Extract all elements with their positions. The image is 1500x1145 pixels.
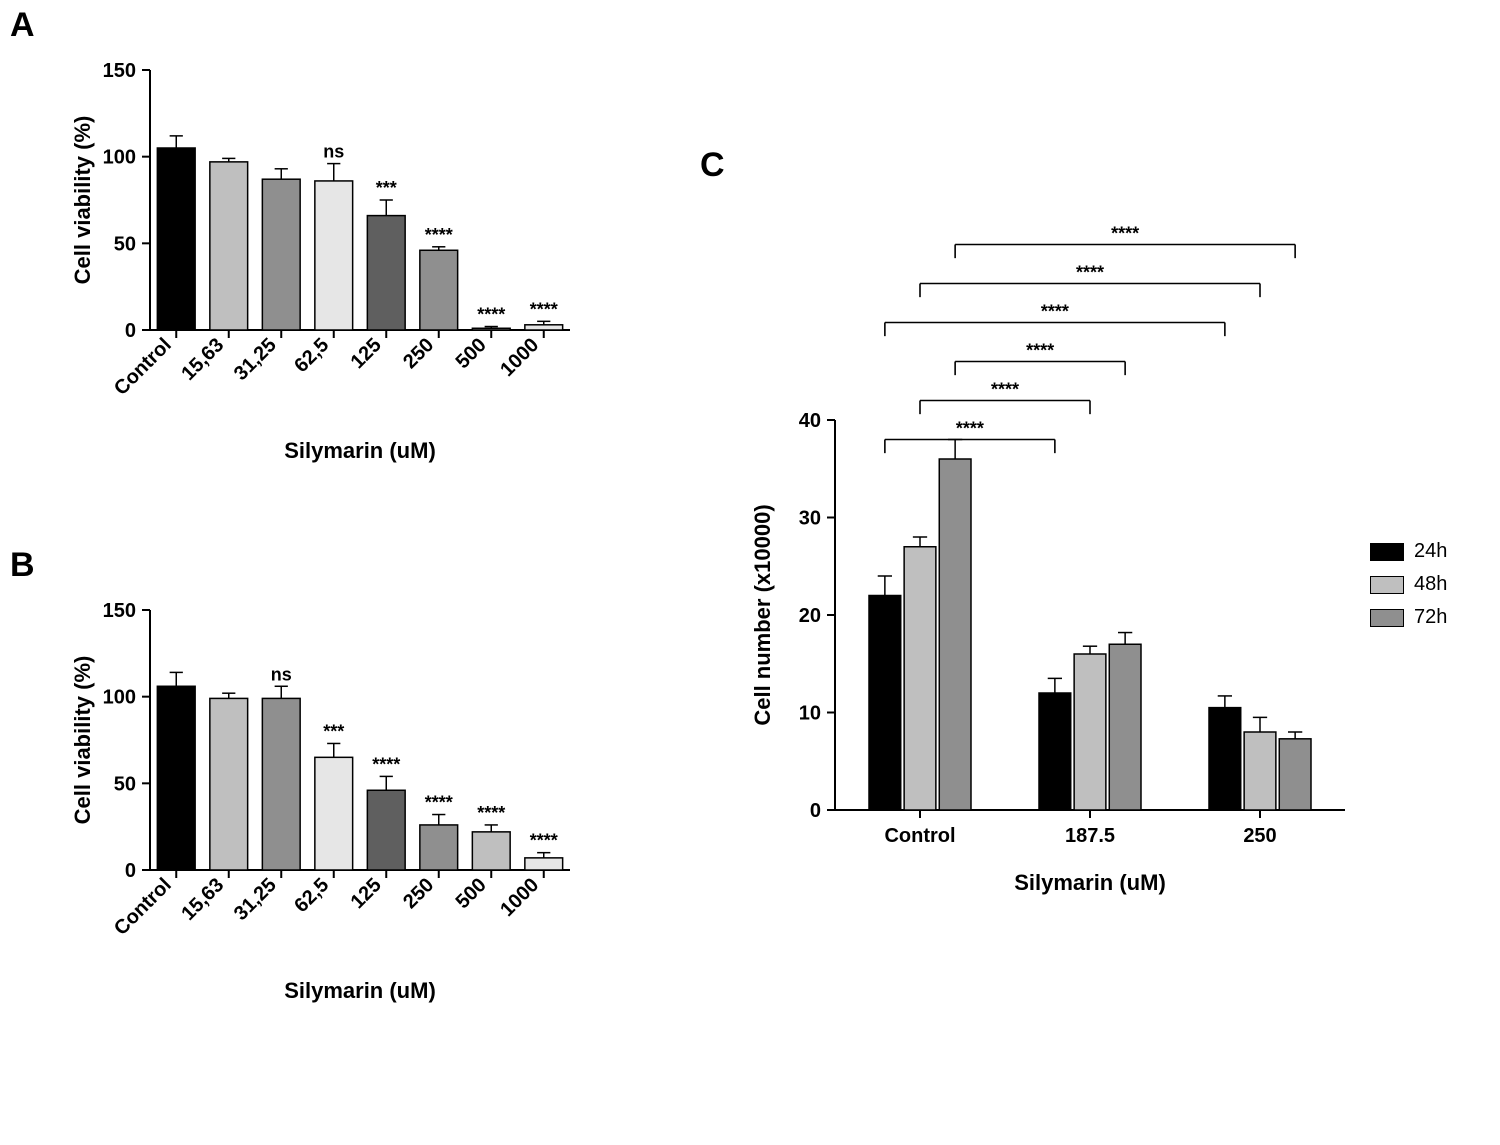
svg-text:20: 20: [799, 605, 821, 627]
svg-text:0: 0: [125, 320, 136, 342]
svg-text:40: 40: [799, 410, 821, 432]
bar: [869, 596, 901, 811]
legend-item: 72h: [1370, 606, 1447, 629]
svg-text:0: 0: [810, 800, 821, 822]
bar: [210, 698, 248, 870]
svg-text:15,63: 15,63: [177, 334, 228, 385]
svg-text:****: ****: [477, 803, 505, 823]
svg-text:0: 0: [125, 860, 136, 882]
svg-text:50: 50: [114, 233, 136, 255]
legend: 24h 48h 72h: [1370, 540, 1447, 639]
bar: [157, 686, 195, 870]
bar: [262, 179, 300, 330]
legend-item: 24h: [1370, 540, 1447, 563]
svg-text:ns: ns: [323, 142, 344, 162]
svg-text:Cell viability (%): Cell viability (%): [70, 656, 95, 825]
svg-text:31,25: 31,25: [230, 334, 281, 385]
svg-text:100: 100: [103, 147, 136, 169]
legend-swatch: [1370, 576, 1404, 594]
bar: [210, 162, 248, 330]
svg-text:Cell number (x10000): Cell number (x10000): [750, 504, 775, 725]
svg-text:100: 100: [103, 687, 136, 709]
svg-text:***: ***: [376, 178, 397, 198]
bar: [262, 698, 300, 870]
bar: [904, 547, 936, 810]
bar: [315, 757, 353, 870]
legend-item: 48h: [1370, 573, 1447, 596]
panel-b-chart: 0 50 100 150 Cell viability (%) Control15,633…: [60, 580, 580, 1010]
bar: [472, 832, 510, 870]
svg-text:****: ****: [425, 793, 453, 813]
panel-a-label: A: [10, 6, 35, 45]
bar: [367, 216, 405, 330]
svg-text:30: 30: [799, 508, 821, 530]
panel-c-label: C: [700, 146, 725, 185]
legend-swatch: [1370, 609, 1404, 627]
svg-text:Silymarin (uM): Silymarin (uM): [1014, 870, 1166, 895]
svg-text:250: 250: [1243, 825, 1276, 847]
legend-swatch: [1370, 543, 1404, 561]
svg-text:250: 250: [399, 874, 438, 913]
bar: [1209, 708, 1241, 810]
svg-text:125: 125: [347, 334, 386, 373]
svg-text:125: 125: [347, 874, 386, 913]
bar: [1039, 693, 1071, 810]
svg-text:187.5: 187.5: [1065, 825, 1115, 847]
svg-text:****: ****: [372, 754, 400, 774]
bar: [420, 825, 458, 870]
bar: [525, 858, 563, 870]
svg-text:150: 150: [103, 60, 136, 82]
bar: [472, 328, 510, 330]
svg-text:****: ****: [477, 305, 505, 325]
bar: [157, 148, 195, 330]
svg-text:****: ****: [1026, 341, 1054, 361]
figure-stage: A B C 050100150Cell viability (%)Control…: [0, 0, 1500, 1145]
bar: [1109, 644, 1141, 810]
svg-text:Control: Control: [884, 825, 955, 847]
svg-text:****: ****: [956, 419, 984, 439]
bar: [525, 325, 563, 330]
svg-text:****: ****: [1111, 224, 1139, 244]
svg-text:31,25: 31,25: [230, 874, 281, 925]
bar: [420, 250, 458, 330]
legend-label: 48h: [1414, 573, 1447, 596]
svg-text:****: ****: [425, 225, 453, 245]
svg-text:500: 500: [452, 874, 491, 913]
panel-c-chart: 0 10 20 30 40 Cell number (x10000) Control 187.…: [740, 190, 1360, 910]
panel-b-label: B: [10, 546, 35, 585]
legend-label: 72h: [1414, 606, 1447, 629]
svg-text:****: ****: [991, 380, 1019, 400]
svg-text:Cell viability (%): Cell viability (%): [70, 116, 95, 285]
bar: [1279, 739, 1311, 810]
bar: [1074, 654, 1106, 810]
svg-text:1000: 1000: [496, 874, 543, 921]
svg-text:Control: Control: [110, 334, 176, 400]
svg-text:1000: 1000: [496, 334, 543, 381]
panel-a-chart: 0 50 100 150 Cell viability (%) Control15,633…: [60, 40, 580, 470]
svg-text:****: ****: [1041, 302, 1069, 322]
bar: [939, 459, 971, 810]
svg-text:ns: ns: [271, 664, 292, 684]
svg-text:Control: Control: [110, 874, 176, 940]
svg-text:62,5: 62,5: [290, 874, 333, 917]
svg-text:15,63: 15,63: [177, 874, 228, 925]
svg-text:10: 10: [799, 703, 821, 725]
svg-text:62,5: 62,5: [290, 334, 333, 377]
svg-text:Silymarin (uM): Silymarin (uM): [284, 438, 436, 463]
svg-text:500: 500: [452, 334, 491, 373]
bar: [1244, 732, 1276, 810]
svg-text:250: 250: [399, 334, 438, 373]
bar: [315, 181, 353, 330]
svg-text:50: 50: [114, 773, 136, 795]
svg-text:Silymarin (uM): Silymarin (uM): [284, 978, 436, 1003]
svg-text:****: ****: [530, 299, 558, 319]
svg-text:****: ****: [530, 831, 558, 851]
svg-text:***: ***: [323, 721, 344, 741]
bar: [367, 790, 405, 870]
legend-label: 24h: [1414, 540, 1447, 563]
svg-text:150: 150: [103, 600, 136, 622]
svg-text:****: ****: [1076, 263, 1104, 283]
